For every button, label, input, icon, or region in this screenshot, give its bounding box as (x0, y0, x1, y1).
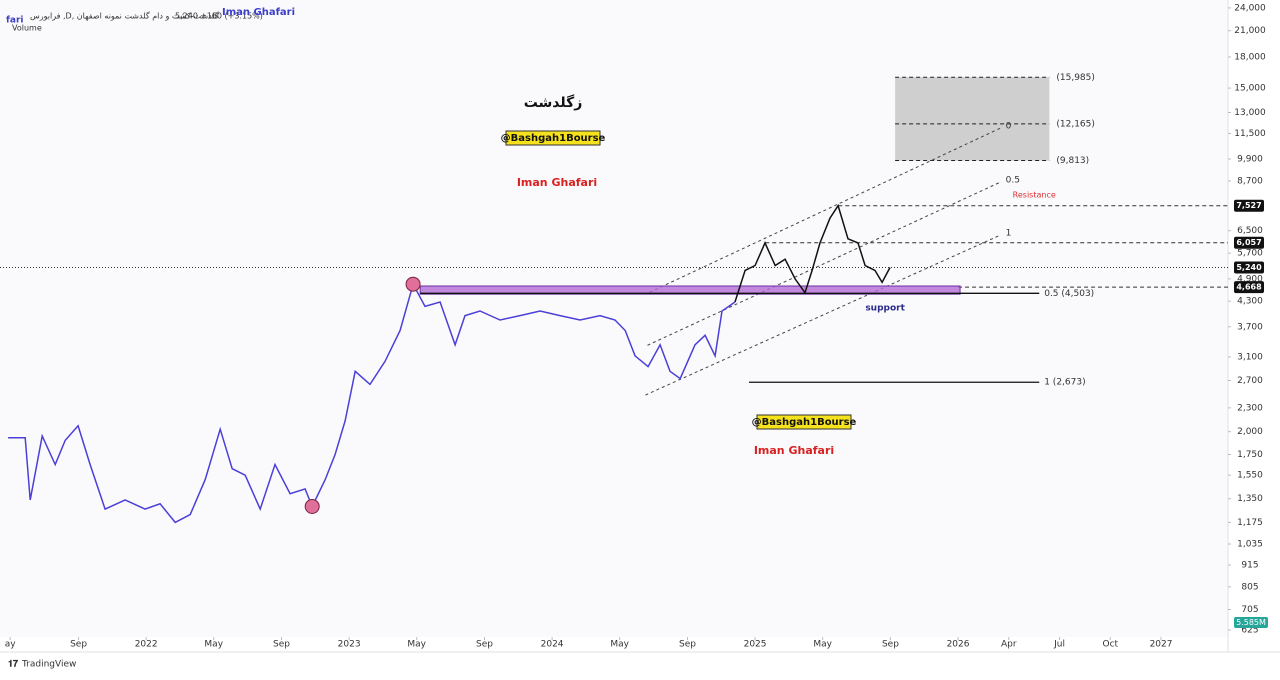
x-tick-label: May (610, 640, 629, 650)
price-label-box (1234, 199, 1264, 212)
y-tick-label: 2,700 (1237, 376, 1263, 386)
price-label-box (1234, 261, 1264, 274)
x-tick-label: May (407, 640, 426, 650)
watermark: زگلدشت (524, 94, 583, 111)
watermark-box (505, 130, 601, 146)
volume-label-box (1234, 617, 1268, 628)
y-tick-label: 6,500 (1237, 226, 1263, 236)
fib-level-label: (12,165) (1056, 119, 1095, 129)
support-label: support (865, 304, 905, 314)
price-line-series (8, 282, 736, 524)
channel-label: 0.5 (1006, 175, 1020, 185)
x-tick-label: Oct (1102, 640, 1118, 650)
price-label: 7,527 (1236, 201, 1261, 210)
x-tick-label: ay (5, 640, 17, 650)
last-price: 5,240 (175, 12, 198, 21)
y-tick-label: 9,900 (1237, 154, 1263, 164)
y-tick-label: 18,000 (1234, 53, 1266, 63)
y-tick-label: 2,000 (1237, 427, 1263, 437)
y-tick-label: 15,000 (1234, 84, 1266, 94)
y-tick-label: 705 (1241, 605, 1258, 615)
x-tick-label: 2026 (947, 640, 970, 650)
watermark: @Bashgah1Bourse (501, 133, 606, 144)
y-tick-label: 24,000 (1234, 3, 1266, 13)
y-tick-label: 4,900 (1237, 274, 1263, 284)
y-tick-label: 1,035 (1237, 540, 1263, 550)
x-tick-label: 2024 (541, 640, 564, 650)
watermark: @Bashgah1Bourse (752, 417, 857, 428)
x-tick-label: 2027 (1150, 640, 1173, 650)
x-tick-label: May (204, 640, 223, 650)
price-label: 5,240 (1236, 263, 1262, 272)
y-tick-label: 3,700 (1237, 322, 1263, 332)
fib-box (895, 77, 1050, 161)
y-tick-label: 1,550 (1237, 471, 1263, 481)
channel-line (645, 234, 1001, 396)
x-tick-label: Sep (679, 640, 696, 650)
price-line-series (734, 203, 891, 303)
x-tick-label: Sep (273, 640, 290, 650)
volume-title: Volume (12, 24, 42, 33)
x-tick-label: Sep (882, 640, 899, 650)
y-tick-label: 13,000 (1234, 108, 1266, 118)
resistance-label: Resistance (1013, 190, 1056, 199)
change: +160 (+3.15%) (200, 12, 263, 21)
fib-level-label: (9,813) (1056, 156, 1089, 166)
sub: fari (6, 16, 24, 26)
x-tick-label: Apr (1001, 640, 1017, 650)
price-label: 6,057 (1236, 238, 1261, 247)
y-tick-label: 1,175 (1237, 518, 1263, 528)
x-tick-label: 2025 (744, 640, 767, 650)
price-label-box (1234, 281, 1264, 294)
price-label-box (1234, 236, 1264, 249)
watermark: Iman Ghafari (517, 176, 597, 189)
marker (405, 276, 421, 292)
y-tick-label: 625 (1241, 626, 1258, 636)
y-tick-label: 1,750 (1237, 450, 1263, 460)
channel-line (649, 127, 1001, 293)
watermark-box (756, 414, 852, 430)
y-tick-label: 8,700 (1237, 176, 1263, 186)
y-tick-label: 5,700 (1237, 249, 1263, 259)
symbol: فرابورس ,D, گلدشت-کشت و دام گلدشت نمونه … (30, 11, 219, 21)
y-tick-label: 21,000 (1234, 26, 1266, 36)
x-tick-label: 2022 (135, 640, 158, 650)
marker (304, 498, 320, 514)
author: Iman Ghafari (222, 7, 295, 18)
x-tick-label: Jul (1053, 640, 1065, 650)
channel-line (647, 181, 1001, 346)
footer: TradingView (21, 660, 76, 670)
volume-label: 5.585M (1236, 618, 1266, 627)
retracement-label: 1 (2,673) (1044, 378, 1085, 388)
fib-level-label: (15,985) (1056, 73, 1095, 83)
y-tick-label: 1,350 (1237, 494, 1263, 504)
channel-label: 0 (1006, 122, 1012, 132)
channel-label: 1 (1006, 228, 1012, 238)
price-label: 4,668 (1236, 283, 1262, 292)
x-tick-label: Sep (70, 640, 87, 650)
x-tick-label: 2023 (338, 640, 361, 650)
y-tick-label: 2,300 (1237, 403, 1263, 413)
x-tick-label: May (813, 640, 832, 650)
y-tick-label: 805 (1241, 582, 1258, 592)
y-tick-label: 11,500 (1234, 129, 1266, 139)
support-zone (419, 285, 961, 295)
watermark: Iman Ghafari (754, 444, 834, 457)
y-tick-label: 3,100 (1237, 352, 1263, 362)
logo: 𝟏𝟕 (8, 659, 18, 670)
retracement-label: 0.5 (4,503) (1044, 289, 1094, 299)
x-tick-label: Sep (476, 640, 493, 650)
y-tick-label: 4,300 (1237, 297, 1263, 307)
y-tick-label: 915 (1241, 561, 1258, 571)
